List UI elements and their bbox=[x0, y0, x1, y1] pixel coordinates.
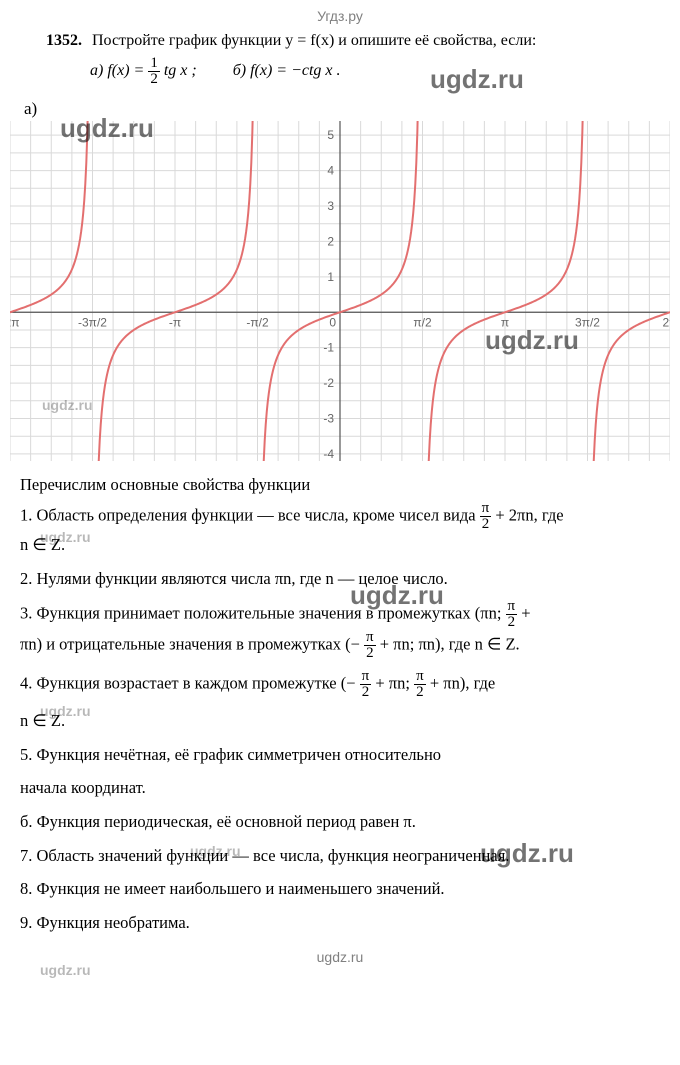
svg-text:2: 2 bbox=[327, 234, 334, 248]
svg-text:-2π: -2π bbox=[10, 315, 19, 329]
fraction-pi2: π 2 bbox=[364, 630, 376, 661]
prop-9: 9. Функция необратима. bbox=[20, 910, 660, 936]
frac-num: π bbox=[364, 630, 376, 646]
prop-4: 4. Функция возрастает в каждом промежутк… bbox=[20, 669, 660, 700]
prop-4b: n ∈ Z. bbox=[20, 708, 660, 734]
problem-variants: а) f(x) = 1 2 tg x ; б) f(x) = −ctg x . bbox=[90, 56, 660, 87]
frac-den: 2 bbox=[506, 615, 518, 630]
fraction-pi2: π 2 bbox=[480, 501, 492, 532]
frac-num: π bbox=[414, 669, 426, 685]
prop-2: 2. Нулями функции являются числа πn, где… bbox=[20, 566, 660, 592]
frac-num: π bbox=[506, 599, 518, 615]
variant-a-suffix: tg x ; bbox=[164, 62, 197, 79]
prop-text: + 2πn, где bbox=[495, 505, 563, 524]
site-footer: ugdz.ru bbox=[20, 949, 660, 965]
frac-den: 2 bbox=[364, 646, 376, 661]
page: Угдз.ру ugdz.ru ugdz.ru ugdz.ru ugdz.ru … bbox=[0, 0, 680, 985]
sub-label-a: а) bbox=[24, 99, 660, 119]
prop-text: + πn; πn), где n ∈ Z. bbox=[380, 635, 520, 654]
svg-text:π: π bbox=[501, 315, 509, 329]
prop-text: πn) и отрицательные значения в промежутк… bbox=[20, 635, 364, 654]
svg-text:3: 3 bbox=[327, 199, 334, 213]
prop-7: 7. Область значений функции — все числа,… bbox=[20, 843, 660, 869]
fraction: 1 2 bbox=[148, 56, 160, 87]
svg-text:4: 4 bbox=[327, 163, 334, 177]
prop-5: 5. Функция нечётная, её график симметрич… bbox=[20, 742, 660, 768]
prop-1: 1. Область определения функции — все чис… bbox=[20, 501, 660, 558]
svg-text:0: 0 bbox=[329, 315, 336, 329]
frac-num: 1 bbox=[148, 56, 160, 72]
svg-text:-2: -2 bbox=[323, 376, 334, 390]
svg-text:-1: -1 bbox=[323, 340, 334, 354]
variant-a-prefix: а) f(x) = bbox=[90, 62, 148, 79]
prop-text: n ∈ Z. bbox=[20, 535, 65, 554]
svg-text:-π/2: -π/2 bbox=[246, 315, 269, 329]
properties-lead: Перечислим основные свойства функции bbox=[20, 472, 660, 498]
site-header: Угдз.ру bbox=[20, 8, 660, 24]
prop-text: 3. Функция принимает положительные значе… bbox=[20, 604, 506, 623]
frac-den: 2 bbox=[360, 685, 372, 700]
svg-text:-3π/2: -3π/2 bbox=[78, 315, 107, 329]
svg-text:-4: -4 bbox=[323, 447, 334, 461]
frac-den: 2 bbox=[148, 72, 160, 87]
fraction-pi2: π 2 bbox=[360, 669, 372, 700]
problem-text: Постройте график функции y = f(x) и опиш… bbox=[92, 32, 536, 49]
svg-text:2π: 2π bbox=[663, 315, 670, 329]
svg-text:-π: -π bbox=[169, 315, 181, 329]
problem-statement: 1352. Постройте график функции y = f(x) … bbox=[46, 30, 660, 87]
svg-text:3π/2: 3π/2 bbox=[575, 315, 600, 329]
svg-text:1: 1 bbox=[327, 269, 334, 283]
chart-svg: -2π -3π/2 -π -π/2 0 π/2 π 3π/2 2π 5 4 3 2 1 -1 -2 -3 -4 bbox=[10, 121, 670, 461]
prop-8: 8. Функция не имеет наибольшего и наимен… bbox=[20, 876, 660, 902]
prop-text: + πn; bbox=[375, 674, 414, 693]
fraction-pi2: π 2 bbox=[506, 599, 518, 630]
properties-list: Перечислим основные свойства функции 1. … bbox=[20, 472, 660, 936]
frac-num: π bbox=[480, 501, 492, 517]
prop-6: б. Функция периодическая, её основной пе… bbox=[20, 809, 660, 835]
svg-text:5: 5 bbox=[327, 128, 334, 142]
prop-text: 1. Область определения функции — все чис… bbox=[20, 505, 480, 524]
fraction-pi2: π 2 bbox=[414, 669, 426, 700]
svg-text:-3: -3 bbox=[323, 411, 334, 425]
variant-b: б) f(x) = −ctg x . bbox=[233, 62, 341, 79]
prop-text: + bbox=[521, 604, 530, 623]
frac-den: 2 bbox=[480, 517, 492, 532]
prop-3: 3. Функция принимает положительные значе… bbox=[20, 599, 660, 661]
frac-num: π bbox=[360, 669, 372, 685]
svg-text:π/2: π/2 bbox=[413, 315, 432, 329]
prop-text: 4. Функция возрастает в каждом промежутк… bbox=[20, 674, 360, 693]
frac-den: 2 bbox=[414, 685, 426, 700]
problem-number: 1352. bbox=[46, 32, 82, 49]
prop-text: + πn), где bbox=[430, 674, 495, 693]
prop-5b: начала координат. bbox=[20, 775, 660, 801]
chart-tan: -2π -3π/2 -π -π/2 0 π/2 π 3π/2 2π 5 4 3 2 1 -1 -2 -3 -4 bbox=[10, 121, 670, 466]
